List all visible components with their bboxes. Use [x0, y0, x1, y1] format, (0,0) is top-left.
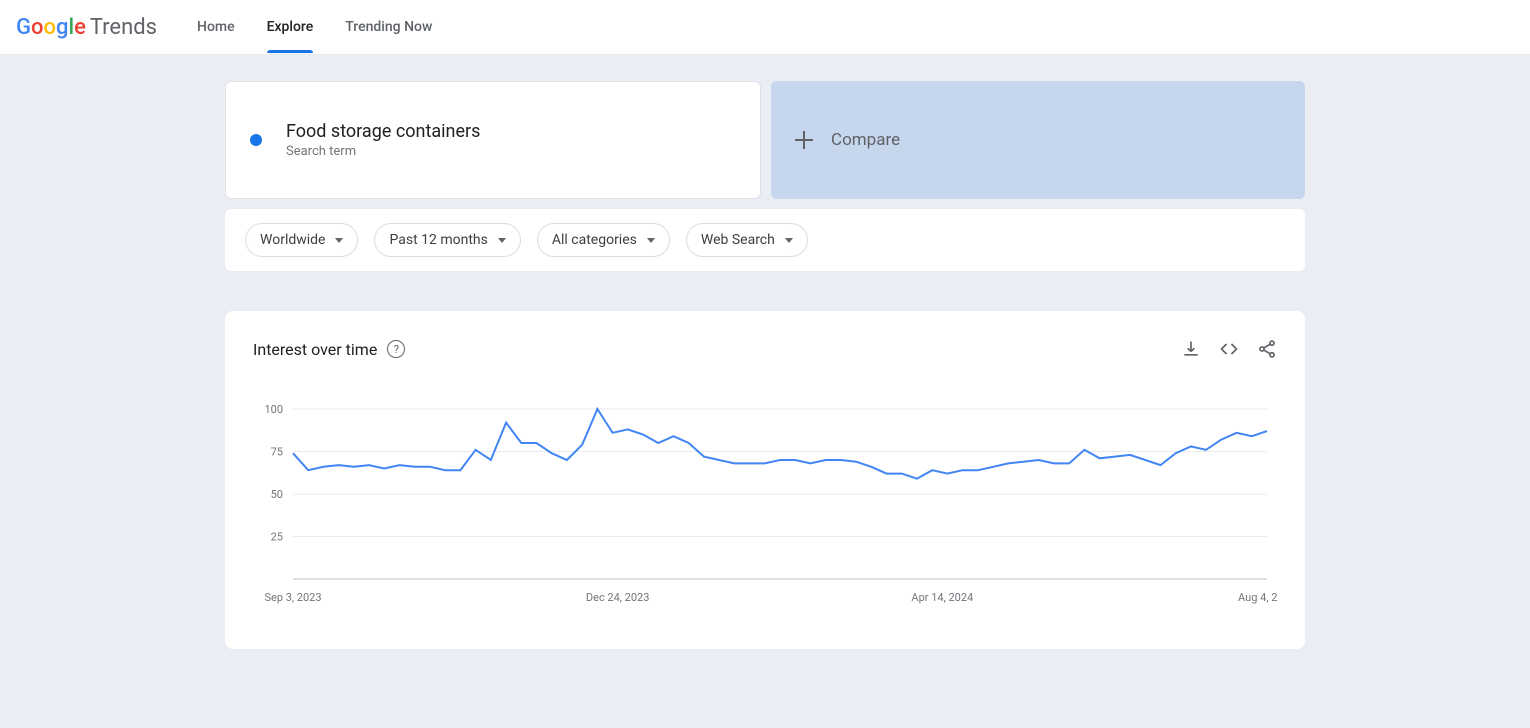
filter-label: Past 12 months — [389, 232, 487, 248]
chart-actions — [1181, 339, 1277, 359]
chart-title: Interest over time — [253, 340, 377, 359]
search-row: Food storage containers Search term Comp… — [225, 81, 1305, 199]
nav-item-explore[interactable]: Explore — [267, 1, 314, 53]
download-icon[interactable] — [1181, 339, 1201, 359]
filter-worldwide[interactable]: Worldwide — [245, 223, 358, 257]
svg-text:Aug 4, 2024: Aug 4, 2024 — [1238, 591, 1277, 604]
term-color-dot — [250, 134, 262, 146]
caret-down-icon — [498, 238, 506, 243]
help-icon[interactable]: ? — [387, 340, 405, 358]
caret-down-icon — [785, 238, 793, 243]
filter-label: Web Search — [701, 232, 775, 248]
add-compare-button[interactable]: Compare — [771, 81, 1305, 199]
nav-item-home[interactable]: Home — [197, 1, 235, 53]
filters-bar: Worldwide Past 12 months All categories Web… — [225, 209, 1305, 271]
svg-text:50: 50 — [271, 488, 283, 501]
search-term-title: Food storage containers — [286, 121, 480, 142]
header-bar: Google Trends Home Explore Trending Now — [0, 0, 1530, 55]
main-nav: Home Explore Trending Now — [197, 1, 432, 53]
caret-down-icon — [335, 238, 343, 243]
compare-label: Compare — [831, 130, 900, 150]
filter-past-12-months[interactable]: Past 12 months — [374, 223, 520, 257]
nav-item-trending-now[interactable]: Trending Now — [345, 1, 432, 53]
logo-product: Trends — [90, 15, 157, 40]
caret-down-icon — [647, 238, 655, 243]
svg-text:25: 25 — [271, 531, 283, 544]
search-term-card[interactable]: Food storage containers Search term — [225, 81, 761, 199]
interest-line-chart: 25 50 75 100 Sep 3, 2023 Dec 24, 2023 Apr 14, … — [253, 399, 1277, 609]
share-icon[interactable] — [1257, 339, 1277, 359]
svg-text:100: 100 — [264, 403, 283, 416]
filter-all-categories[interactable]: All categories — [537, 223, 670, 257]
chart-area: 25 50 75 100 Sep 3, 2023 Dec 24, 2023 Apr 14, … — [253, 399, 1277, 609]
filter-label: Worldwide — [260, 232, 325, 248]
search-term-subtitle: Search term — [286, 144, 480, 159]
content-section: Interest over time ? 25 — [0, 271, 1530, 689]
svg-text:75: 75 — [271, 446, 283, 459]
plus-icon — [795, 131, 813, 149]
svg-text:Apr 14, 2024: Apr 14, 2024 — [911, 591, 973, 604]
filter-web-search[interactable]: Web Search — [686, 223, 808, 257]
svg-text:Sep 3, 2023: Sep 3, 2023 — [264, 591, 321, 604]
filter-label: All categories — [552, 232, 637, 248]
svg-text:Dec 24, 2023: Dec 24, 2023 — [586, 591, 650, 604]
interest-chart-card: Interest over time ? 25 — [225, 311, 1305, 649]
embed-icon[interactable] — [1219, 339, 1239, 359]
top-section: Food storage containers Search term Comp… — [0, 55, 1530, 271]
logo[interactable]: Google Trends — [16, 15, 157, 40]
